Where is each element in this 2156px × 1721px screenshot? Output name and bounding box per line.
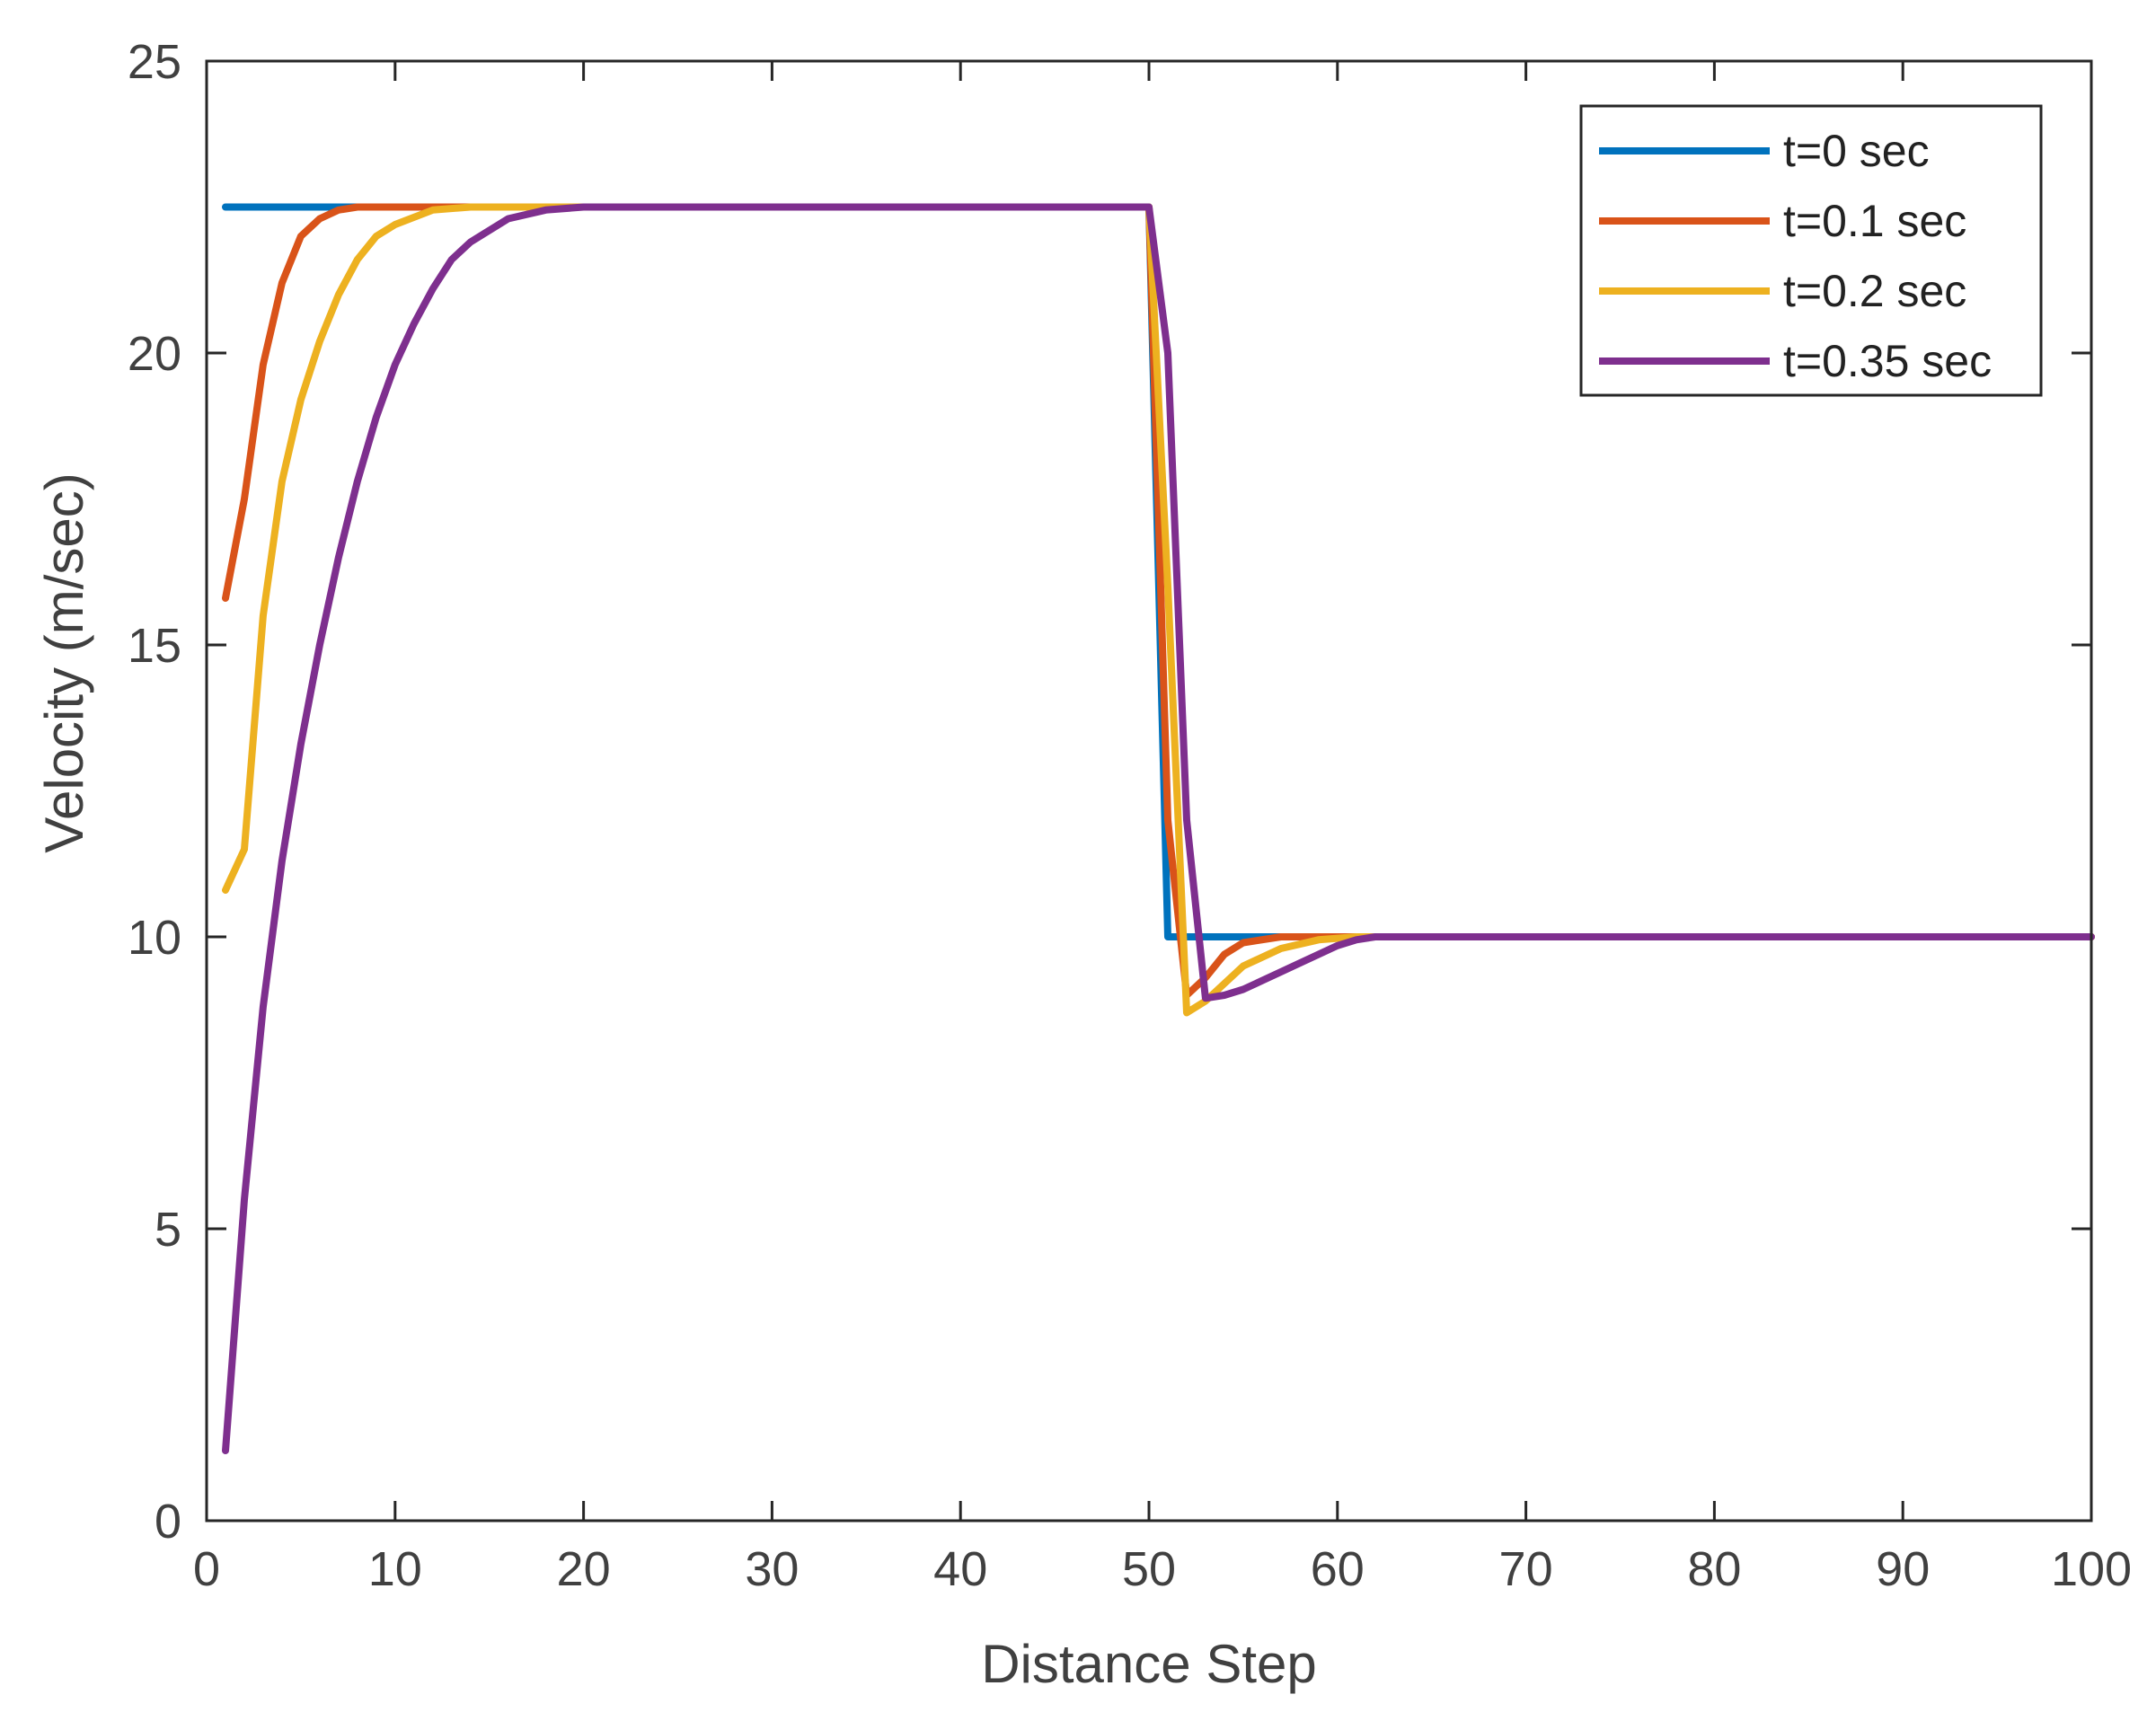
x-tick-label: 50 [1122, 1542, 1176, 1596]
x-tick-label: 100 [2051, 1542, 2132, 1596]
x-tick-label: 70 [1499, 1542, 1553, 1596]
legend-label: t=0.35 sec [1783, 336, 1992, 386]
y-tick-label: 25 [128, 35, 181, 89]
legend: t=0 sec t=0.1 sec t=0.2 sec t=0.35 sec [1579, 104, 2043, 397]
x-tick-label: 20 [557, 1542, 611, 1596]
x-tick-label: 40 [933, 1542, 987, 1596]
y-tick-label: 5 [155, 1203, 181, 1257]
x-tick-label: 80 [1687, 1542, 1741, 1596]
x-tick-label: 60 [1311, 1542, 1365, 1596]
y-tick-label: 0 [155, 1495, 181, 1549]
y-tick-label: 20 [128, 327, 181, 381]
legend-label: t=0.1 sec [1783, 196, 1966, 246]
y-tick-labels: 0 5 10 15 20 25 [128, 35, 181, 1549]
y-tick-label: 10 [128, 911, 181, 965]
y-axis-label: Velocity (m/sec) [34, 472, 94, 852]
x-tick-label: 10 [368, 1542, 422, 1596]
x-axis-label: Distance Step [981, 1634, 1317, 1694]
series-line-2 [222, 203, 2095, 999]
y-tick-label: 15 [128, 619, 181, 673]
legend-label: t=0 sec [1783, 126, 1930, 176]
series-line-3 [222, 203, 2095, 1017]
legend-label: t=0.2 sec [1783, 266, 1966, 316]
x-tick-label: 90 [1876, 1542, 1930, 1596]
series-lines [222, 203, 2095, 1454]
x-tick-label: 0 [193, 1542, 220, 1596]
series-line-4 [222, 203, 2095, 1454]
plot-frame [205, 59, 2093, 1522]
x-tick-labels: 0 10 20 30 40 50 60 70 80 90 100 [193, 1542, 2132, 1596]
x-tick-label: 30 [745, 1542, 799, 1596]
